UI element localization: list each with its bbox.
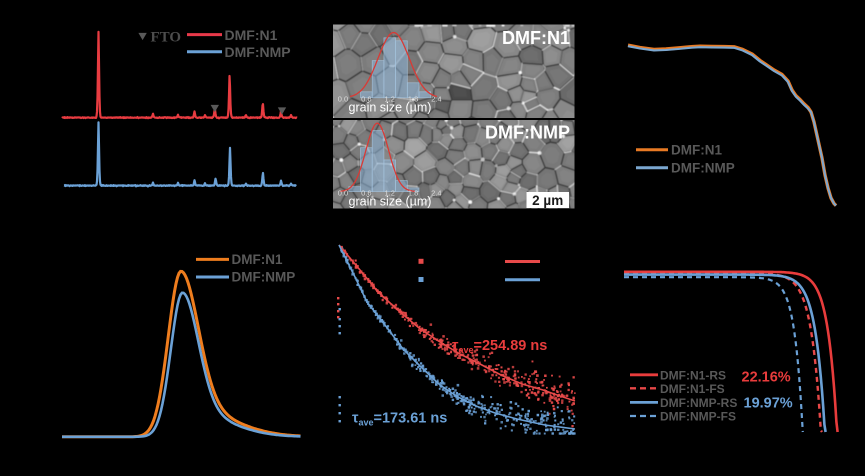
- svg-text:DMF:NMP: DMF:NMP: [225, 44, 291, 60]
- svg-text:DMF:N1: DMF:N1: [225, 27, 278, 43]
- svg-text:τave=173.61 ns: τave=173.61 ns: [352, 411, 447, 428]
- svg-text:DMF:NMP-RS: DMF:NMP-RS: [660, 396, 737, 410]
- svg-text:22.16%: 22.16%: [742, 370, 791, 386]
- svg-text:0.0: 0.0: [338, 95, 348, 104]
- svg-text:1.8: 1.8: [408, 95, 418, 104]
- svg-text:2.4: 2.4: [431, 188, 441, 197]
- svg-text:1.8: 1.8: [408, 188, 418, 197]
- svg-text:grain size (µm): grain size (µm): [349, 101, 432, 115]
- svg-text:2 µm: 2 µm: [532, 193, 563, 208]
- svg-text:DMF:N1: DMF:N1: [232, 252, 283, 267]
- svg-text:DMF:NMP: DMF:NMP: [485, 123, 570, 143]
- svg-text:DMF:N1: DMF:N1: [671, 143, 722, 158]
- svg-text:0.6: 0.6: [361, 95, 371, 104]
- svg-text:DMF:NMP: DMF:NMP: [232, 270, 296, 285]
- svg-text:DMF:N1: DMF:N1: [502, 28, 570, 48]
- svg-text:19.97%: 19.97%: [744, 396, 793, 412]
- svg-text:2.4: 2.4: [431, 95, 441, 104]
- svg-text:0.0: 0.0: [338, 188, 348, 197]
- svg-text:DMF:N1-RS: DMF:N1-RS: [660, 368, 726, 382]
- svg-text:grain size (µm): grain size (µm): [349, 195, 432, 209]
- svg-text:DMF:NMP-FS: DMF:NMP-FS: [660, 410, 736, 424]
- svg-text:1.2: 1.2: [384, 188, 394, 197]
- svg-text:τave=254.89 ns: τave=254.89 ns: [452, 338, 547, 355]
- svg-text:FTO: FTO: [151, 30, 182, 46]
- svg-text:DMF:NMP: DMF:NMP: [671, 161, 735, 176]
- svg-text:0.6: 0.6: [361, 188, 371, 197]
- svg-text:DMF:N1-FS: DMF:N1-FS: [660, 382, 725, 396]
- svg-text:1.2: 1.2: [384, 95, 394, 104]
